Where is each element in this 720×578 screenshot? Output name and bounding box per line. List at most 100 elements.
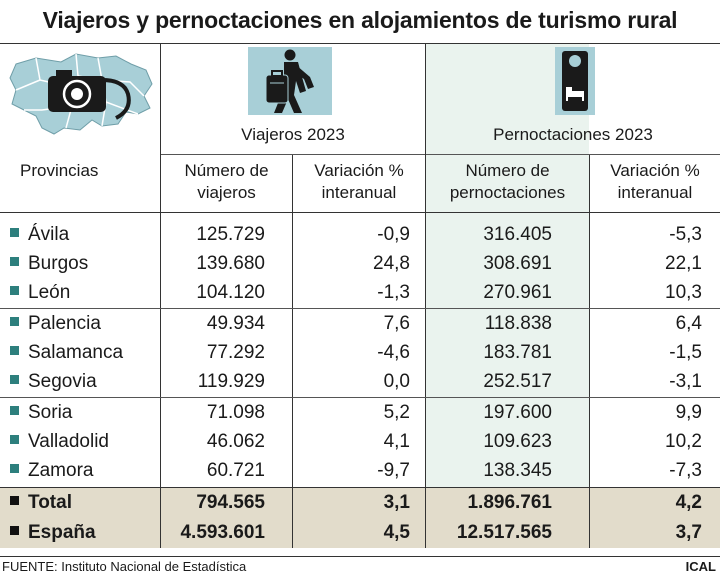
pernoctaciones-value: 308.691 xyxy=(483,253,552,274)
pernoctaciones-variation: -7,3 xyxy=(669,460,702,481)
divider-viajeros-var xyxy=(292,154,293,548)
viajeros-variation: 5,2 xyxy=(383,402,410,423)
pernoctaciones-variation: 10,2 xyxy=(665,431,702,452)
viajeros-value: 125.729 xyxy=(196,224,265,245)
header-viajeros-group: Viajeros 2023 xyxy=(241,125,345,144)
header-num-pern-line2: pernoctaciones xyxy=(449,183,566,202)
row-bullet-icon xyxy=(10,228,19,238)
viajeros-value: 119.929 xyxy=(197,371,265,392)
row-espana: España 4.593.601 4,5 12.517.565 3,7 xyxy=(0,518,720,547)
viajeros-variation: -0,9 xyxy=(377,224,410,245)
province-name: Segovia xyxy=(28,371,97,392)
viajeros-variation: 4,1 xyxy=(383,431,410,452)
row-bullet-icon xyxy=(10,464,19,474)
viajeros-value: 71.098 xyxy=(206,402,265,423)
viajeros-value: 139.680 xyxy=(196,253,265,274)
espana-label: España xyxy=(28,522,96,543)
pernoctaciones-variation: 6,4 xyxy=(675,313,702,334)
group-divider-2 xyxy=(0,397,720,398)
row-segovia: Segovia 119.929 0,0 252.517 -3,1 xyxy=(0,367,720,396)
pernoctaciones-variation: 3,7 xyxy=(675,522,702,543)
row-valladolid: Valladolid 46.062 4,1 109.623 10,2 xyxy=(0,427,720,456)
totals-divider-viajeros-var xyxy=(292,488,293,548)
header-pernoctaciones-group: Pernoctaciones 2023 xyxy=(493,125,653,144)
pernoctaciones-value: 1.896.761 xyxy=(467,492,552,513)
row-palencia: Palencia 49.934 7,6 118.838 6,4 xyxy=(0,309,720,338)
pernoctaciones-variation: 10,3 xyxy=(665,282,702,303)
row-burgos: Burgos 139.680 24,8 308.691 22,1 xyxy=(0,249,720,278)
header-num-pernoctaciones: Número de pernoctaciones xyxy=(426,160,589,204)
pernoctaciones-group-underline xyxy=(426,154,720,155)
province-name: León xyxy=(28,282,71,303)
divider-pern-var xyxy=(589,154,590,548)
viajeros-value: 49.934 xyxy=(206,313,265,334)
header-num-viajeros: Número de viajeros xyxy=(161,160,292,204)
viajeros-variation: -9,7 xyxy=(377,460,410,481)
viajeros-variation: 3,1 xyxy=(383,492,410,513)
viajeros-value: 46.062 xyxy=(206,431,265,452)
group-divider-1 xyxy=(0,308,720,309)
pernoctaciones-value: 197.600 xyxy=(483,402,552,423)
pernoctaciones-variation: 22,1 xyxy=(665,253,702,274)
viajeros-variation: 0,0 xyxy=(383,371,410,392)
totals-top-rule xyxy=(0,487,720,488)
pernoctaciones-variation: 4,2 xyxy=(675,492,702,513)
province-name: Ávila xyxy=(28,224,70,245)
province-name: Salamanca xyxy=(28,342,124,363)
row-salamanca: Salamanca 77.292 -4,6 183.781 -1,5 xyxy=(0,338,720,367)
row-soria: Soria 71.098 5,2 197.600 9,9 xyxy=(0,398,720,427)
pernoctaciones-value: 118.838 xyxy=(484,313,552,334)
row-avila: Ávila 125.729 -0,9 316.405 -5,3 xyxy=(0,220,720,249)
row-bullet-icon xyxy=(10,496,19,506)
totals-divider-provincias xyxy=(160,488,161,548)
door-hanger-icon xyxy=(555,47,595,115)
pernoctaciones-value: 109.623 xyxy=(483,431,552,452)
pernoctaciones-value: 12.517.565 xyxy=(456,522,552,543)
province-name: Zamora xyxy=(28,460,94,481)
viajeros-value: 60.721 xyxy=(206,460,265,481)
province-name: Soria xyxy=(28,402,73,423)
pernoctaciones-value: 270.961 xyxy=(483,282,552,303)
pernoctaciones-shade xyxy=(425,44,589,488)
row-bullet-icon xyxy=(10,346,19,356)
header-var-pernoctaciones: Variación % interanual xyxy=(590,160,720,204)
row-bullet-icon xyxy=(10,406,19,416)
header-num-pern-line1: Número de xyxy=(465,161,550,180)
viajeros-variation: 4,5 xyxy=(383,522,410,543)
header-var-viajeros-line2: interanual xyxy=(321,183,397,202)
row-leon: León 104.120 -1,3 270.961 10,3 xyxy=(0,278,720,307)
header-var-viajeros-line1: Variación % xyxy=(314,161,404,180)
viajeros-variation: 24,8 xyxy=(373,253,410,274)
castilla-y-leon-map-icon xyxy=(6,50,156,140)
viajeros-value: 77.292 xyxy=(206,342,265,363)
header-var-pern-line1: Variación % xyxy=(610,161,700,180)
pernoctaciones-variation: -1,5 xyxy=(669,342,702,363)
total-label: Total xyxy=(28,492,72,513)
viajeros-group-underline xyxy=(161,154,425,155)
viajeros-variation: 7,6 xyxy=(383,313,410,334)
totals-divider-pern-var xyxy=(589,488,590,548)
header-bottom-rule xyxy=(0,212,720,213)
pernoctaciones-value: 138.345 xyxy=(483,460,552,481)
pernoctaciones-variation: 9,9 xyxy=(675,402,702,423)
pernoctaciones-variation: -3,1 xyxy=(669,371,702,392)
title-divider xyxy=(0,43,720,44)
header-provincias: Provincias xyxy=(20,161,99,180)
viajeros-variation: -1,3 xyxy=(377,282,410,303)
totals-divider-groups xyxy=(425,488,426,548)
province-name: Valladolid xyxy=(28,431,109,452)
header-num-viajeros-line1: Número de xyxy=(184,161,269,180)
pernoctaciones-value: 316.405 xyxy=(483,224,552,245)
footer-divider xyxy=(0,556,720,557)
row-total: Total 794.565 3,1 1.896.761 4,2 xyxy=(0,488,720,517)
row-zamora: Zamora 60.721 -9,7 138.345 -7,3 xyxy=(0,456,720,485)
source-note: FUENTE: Instituto Nacional de Estadístic… xyxy=(2,559,247,574)
viajeros-value: 4.593.601 xyxy=(180,522,265,543)
brand-credit: ICAL xyxy=(685,559,716,574)
header-var-viajeros: Variación % interanual xyxy=(293,160,425,204)
viajeros-value: 794.565 xyxy=(196,492,265,513)
row-bullet-icon xyxy=(10,257,19,267)
pernoctaciones-value: 183.781 xyxy=(483,342,552,363)
pernoctaciones-variation: -5,3 xyxy=(669,224,702,245)
divider-groups xyxy=(425,44,426,548)
